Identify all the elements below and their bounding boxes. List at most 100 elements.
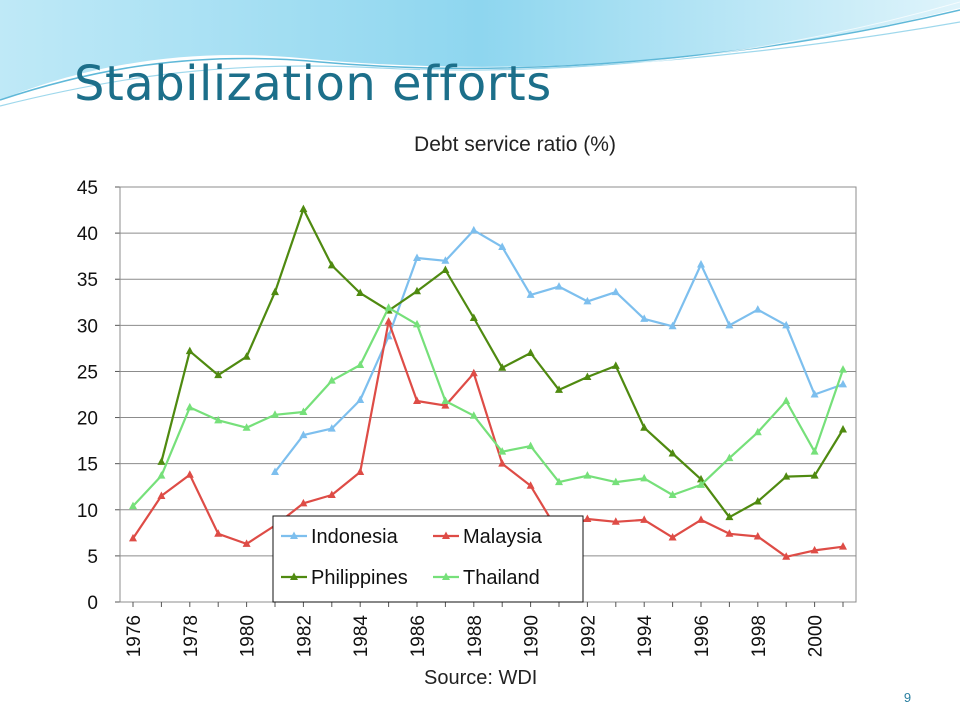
legend-label-philippines: Philippines <box>311 567 408 589</box>
data-point-indonesia <box>469 225 478 234</box>
data-point-philippines <box>214 370 223 379</box>
data-point-philippines <box>526 348 535 356</box>
legend-marker-malaysia <box>442 531 450 539</box>
data-point-indonesia <box>839 379 847 388</box>
data-point-thailand <box>441 396 450 404</box>
data-point-philippines <box>583 372 592 380</box>
data-point-philippines <box>668 449 677 457</box>
data-point-thailand <box>839 365 847 373</box>
legend-label-malaysia: Malaysia <box>463 526 543 548</box>
data-point-philippines <box>640 423 649 431</box>
data-point-thailand <box>498 447 507 455</box>
data-point-malaysia <box>214 529 223 537</box>
data-point-thailand <box>782 396 791 404</box>
x-tick-label: 1984 <box>351 615 372 658</box>
data-point-indonesia <box>668 321 677 330</box>
data-point-indonesia <box>441 256 450 264</box>
series-line-thailand <box>132 306 845 507</box>
x-tick-label: 1982 <box>294 615 315 657</box>
x-tick-label: 1990 <box>522 615 543 657</box>
data-point-malaysia <box>356 467 365 475</box>
data-point-malaysia <box>327 490 336 499</box>
data-point-thailand <box>725 453 734 462</box>
legend-label-thailand: Thailand <box>463 567 540 589</box>
data-point-indonesia <box>753 305 762 313</box>
chart-title: Debt service ratio (%) <box>414 133 616 156</box>
data-point-philippines <box>413 286 421 295</box>
data-point-indonesia <box>782 320 791 329</box>
data-point-philippines <box>327 260 336 269</box>
data-point-philippines <box>810 471 819 479</box>
data-point-philippines <box>697 474 705 483</box>
data-point-indonesia <box>526 290 535 298</box>
x-tick-label: 1978 <box>181 615 202 657</box>
series-line-philippines <box>160 208 844 519</box>
data-point-thailand <box>413 319 421 328</box>
data-point-malaysia <box>697 515 705 523</box>
data-point-indonesia <box>413 253 421 262</box>
data-point-philippines <box>782 472 791 480</box>
data-point-indonesia <box>327 424 336 432</box>
data-point-malaysia <box>668 532 677 541</box>
data-point-thailand <box>242 423 251 431</box>
x-tick-label: 1998 <box>749 615 770 657</box>
data-point-malaysia <box>469 368 478 377</box>
data-point-philippines <box>271 287 279 296</box>
data-point-indonesia <box>583 296 592 305</box>
data-point-malaysia <box>157 491 166 499</box>
data-point-malaysia <box>413 396 421 404</box>
data-point-philippines <box>725 512 734 521</box>
source-note: Source: WDI <box>424 667 538 689</box>
data-point-malaysia <box>725 529 734 537</box>
data-point-philippines <box>157 457 166 465</box>
series-line-indonesia <box>274 229 844 473</box>
data-point-philippines <box>185 346 194 355</box>
data-point-malaysia <box>526 481 535 489</box>
x-tick-label: 1996 <box>692 615 713 657</box>
data-point-thailand <box>697 480 705 488</box>
data-point-thailand <box>214 415 223 424</box>
data-point-thailand <box>753 427 762 436</box>
data-point-philippines <box>469 313 478 321</box>
data-point-indonesia <box>555 282 563 290</box>
data-point-indonesia <box>498 242 507 250</box>
data-point-malaysia <box>299 498 308 507</box>
data-point-thailand <box>668 490 677 499</box>
data-point-malaysia <box>498 459 507 467</box>
data-point-thailand <box>185 402 194 411</box>
data-point-thailand <box>327 376 336 384</box>
data-point-philippines <box>498 363 507 371</box>
y-tick-label: 20 <box>77 409 98 430</box>
data-point-malaysia <box>839 542 847 550</box>
data-point-malaysia <box>810 545 819 554</box>
data-point-thailand <box>583 471 592 479</box>
legend <box>272 515 584 603</box>
data-point-indonesia <box>356 395 365 404</box>
data-point-malaysia <box>782 552 791 560</box>
y-tick-label: 15 <box>77 455 98 476</box>
data-point-thailand <box>469 411 478 419</box>
header-wave-decoration <box>0 0 960 107</box>
y-tick-label: 0 <box>87 593 98 614</box>
y-tick-label: 40 <box>77 224 98 245</box>
page-number: 9 <box>903 690 912 705</box>
data-point-indonesia <box>299 430 308 439</box>
legend-label-indonesia: Indonesia <box>311 526 399 548</box>
data-point-philippines <box>242 352 251 360</box>
data-point-malaysia <box>753 532 762 540</box>
x-tick-label: 1992 <box>578 615 599 657</box>
data-point-thailand <box>356 360 365 368</box>
y-tick-label: 25 <box>77 362 98 383</box>
data-point-philippines <box>356 288 365 297</box>
data-point-malaysia <box>640 515 649 523</box>
y-tick-label: 30 <box>77 316 98 337</box>
data-point-thailand <box>157 471 166 479</box>
x-tick-label: 1980 <box>238 615 259 657</box>
data-point-thailand <box>299 407 308 416</box>
x-tick-label: 1988 <box>465 615 486 657</box>
data-point-indonesia <box>725 320 734 329</box>
data-point-malaysia <box>384 317 393 325</box>
data-point-thailand <box>640 473 649 482</box>
legend-marker-philippines <box>290 572 298 580</box>
